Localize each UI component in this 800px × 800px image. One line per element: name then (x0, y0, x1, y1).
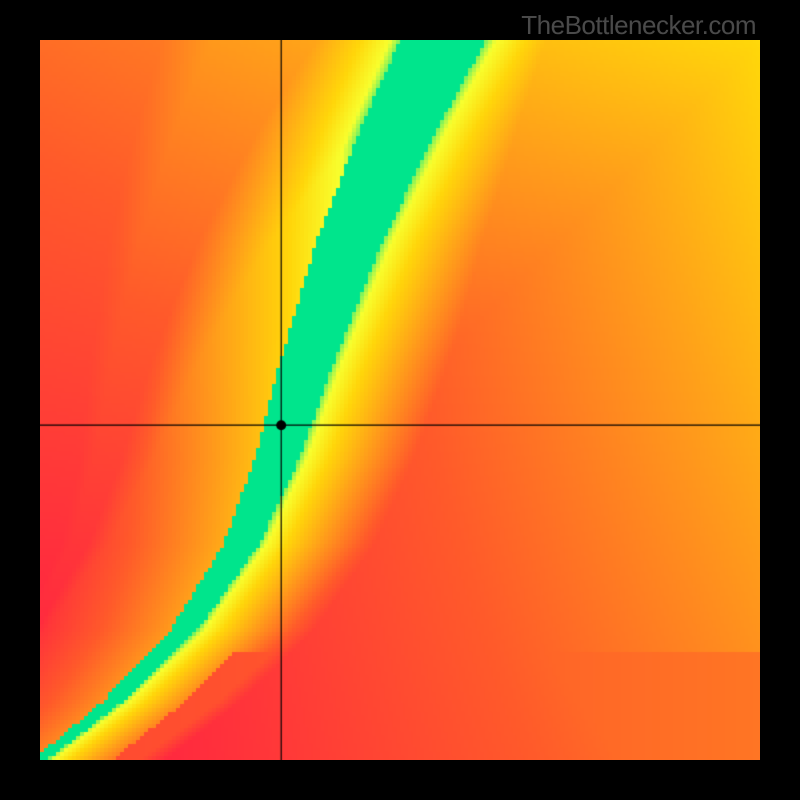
watermark-text: TheBottlenecker.com (521, 10, 756, 41)
overlay-canvas (40, 40, 760, 760)
chart-container: TheBottlenecker.com (0, 0, 800, 800)
